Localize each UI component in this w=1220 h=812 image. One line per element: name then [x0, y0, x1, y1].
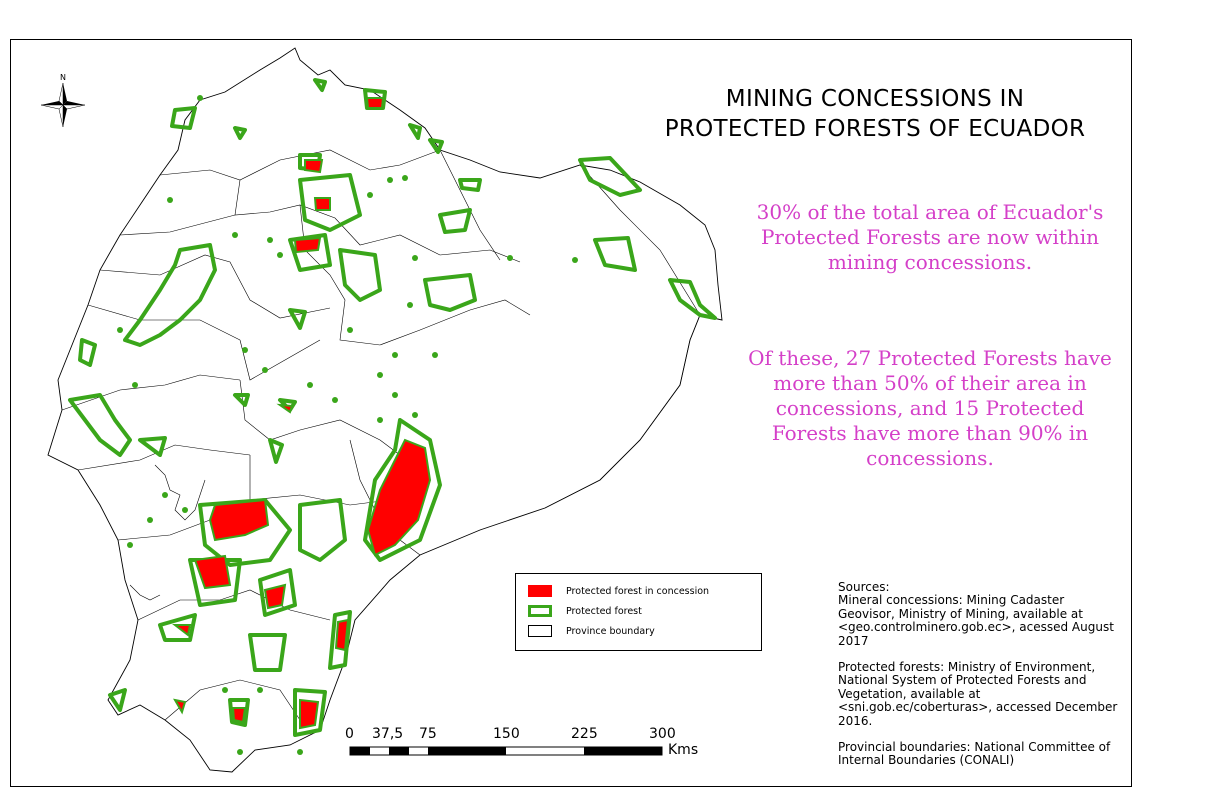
scale-tick-label: 37,5 — [372, 726, 404, 742]
title-line-1: MINING CONCESSIONS IN — [725, 86, 1025, 112]
concession-areas — [172, 97, 432, 730]
legend-label: Province boundary — [566, 625, 655, 637]
legend: Protected forest in concession Protected… — [515, 573, 762, 651]
boundary-swatch-icon — [528, 625, 552, 637]
ecuador-outline — [47, 47, 723, 773]
scale-unit: Kms — [668, 742, 699, 758]
note-paragraph-2: Of these, 27 Protected Forests have more… — [748, 346, 1112, 470]
scale-tick-label: 0 — [345, 726, 354, 742]
title-line-2: PROTECTED FORESTS OF ECUADOR — [664, 116, 1086, 142]
north-arrow-label: N — [60, 73, 66, 82]
sources-block: Sources: Mineral concessions: Mining Cad… — [838, 580, 1118, 781]
north-arrow-icon — [40, 82, 86, 128]
map-title: MINING CONCESSIONS IN PROTECTED FORESTS … — [640, 84, 1110, 144]
legend-label: Protected forest in concession — [566, 585, 710, 597]
scale-tick-label: 75 — [419, 726, 437, 742]
sources-heading: Sources: — [838, 580, 890, 594]
coastal-islands — [129, 464, 206, 601]
small-forest-patches — [117, 95, 578, 755]
source-forests: Protected forests: Ministry of Environme… — [838, 660, 1118, 728]
legend-item-forest: Protected forest — [528, 602, 642, 620]
scale-tick-label: 300 — [649, 726, 676, 742]
legend-label: Protected forest — [566, 605, 642, 617]
scale-tick-label: 150 — [493, 726, 520, 742]
note-paragraph-1: 30% of the total area of Ecuador's Prote… — [756, 200, 1104, 274]
source-mineral: Mineral concessions: Mining Cadaster Geo… — [838, 593, 1114, 648]
legend-item-boundary: Province boundary — [528, 622, 655, 640]
source-boundaries: Provincial boundaries: National Committe… — [838, 740, 1111, 768]
forest-swatch-icon — [528, 605, 552, 617]
concession-swatch-icon — [528, 585, 552, 597]
legend-item-concession: Protected forest in concession — [528, 582, 709, 600]
scale-bar — [349, 746, 663, 756]
scale-tick-label: 225 — [571, 726, 598, 742]
